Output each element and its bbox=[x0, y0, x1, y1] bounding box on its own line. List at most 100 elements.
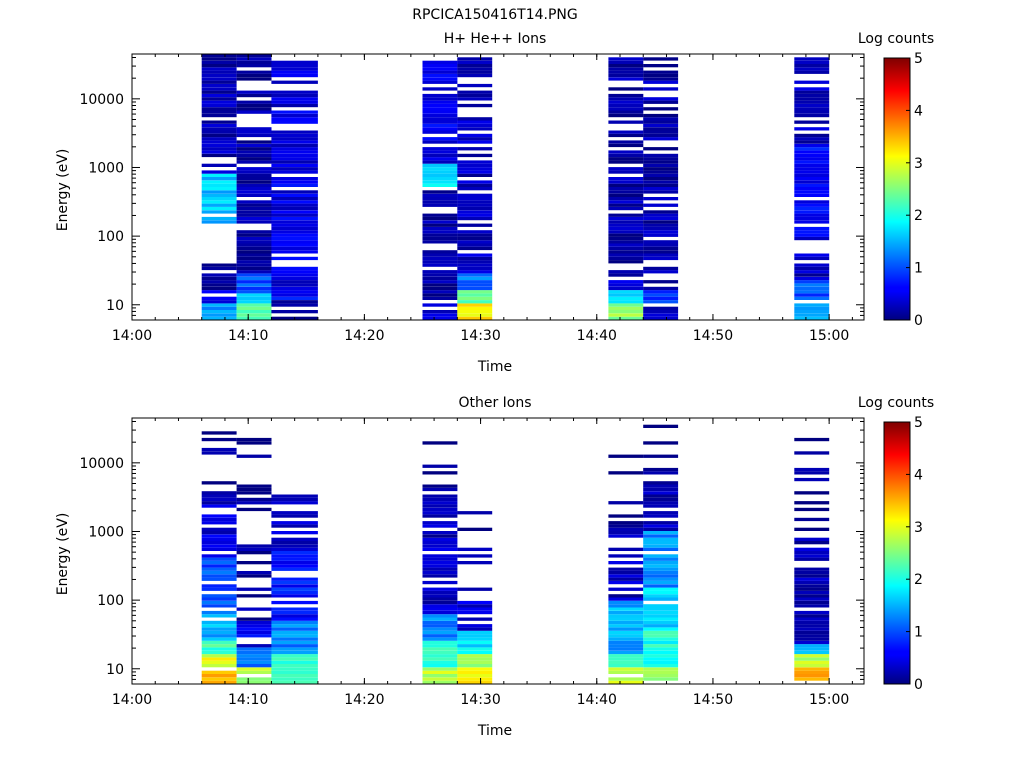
energy-bin bbox=[643, 534, 679, 538]
energy-bin bbox=[643, 97, 679, 101]
energy-bin bbox=[608, 670, 644, 674]
energy-bin bbox=[794, 624, 830, 628]
plot-frame bbox=[131, 53, 865, 321]
colorbar-tick-label: 1 bbox=[914, 625, 923, 641]
energy-bin bbox=[422, 290, 458, 294]
energy-bin bbox=[271, 64, 318, 68]
y-tick-label: 100 bbox=[97, 229, 124, 245]
energy-bin bbox=[794, 594, 830, 598]
energy-bin bbox=[457, 193, 493, 197]
energy-bin bbox=[608, 77, 644, 81]
energy-bin bbox=[271, 210, 318, 214]
energy-bin bbox=[794, 551, 830, 555]
energy-bin bbox=[457, 266, 493, 271]
energy-bin bbox=[236, 306, 272, 310]
energy-bin bbox=[422, 223, 458, 227]
energy-bin bbox=[643, 157, 679, 161]
energy-bin bbox=[794, 113, 830, 118]
energy-bin bbox=[236, 310, 272, 314]
energy-bin bbox=[422, 667, 458, 671]
energy-bin bbox=[422, 634, 458, 638]
energy-bin bbox=[457, 561, 493, 565]
energy-bin bbox=[608, 67, 644, 71]
energy-bin bbox=[422, 507, 458, 512]
energy-bin bbox=[201, 110, 237, 114]
energy-bin bbox=[608, 203, 644, 207]
energy-bin bbox=[201, 283, 237, 287]
energy-bin bbox=[201, 637, 237, 641]
energy-bin bbox=[422, 557, 458, 561]
energy-bin bbox=[794, 120, 830, 124]
plot-frame bbox=[131, 417, 865, 685]
energy-bin bbox=[271, 230, 318, 234]
energy-bin bbox=[794, 67, 830, 71]
energy-bin bbox=[643, 170, 679, 174]
colorbar-tick-label: 1 bbox=[914, 261, 923, 277]
energy-bin bbox=[608, 604, 644, 608]
energy-bin bbox=[794, 80, 830, 84]
energy-bin bbox=[201, 531, 237, 535]
energy-bin bbox=[794, 634, 830, 638]
energy-bin bbox=[201, 303, 237, 307]
energy-bin bbox=[457, 607, 493, 611]
energy-bin bbox=[271, 561, 318, 565]
energy-bin bbox=[608, 230, 644, 234]
energy-bin bbox=[608, 70, 644, 74]
energy-bin bbox=[608, 607, 644, 611]
energy-bin bbox=[271, 170, 318, 174]
energy-bin bbox=[643, 670, 679, 674]
energy-bin bbox=[236, 551, 272, 555]
energy-bin bbox=[794, 306, 830, 310]
y-tick-label: 10000 bbox=[79, 92, 124, 108]
energy-bin bbox=[271, 183, 318, 187]
energy-bin bbox=[201, 431, 237, 435]
x-tick-label: 15:00 bbox=[809, 692, 849, 708]
energy-bin bbox=[271, 557, 318, 561]
energy-bin bbox=[201, 574, 237, 578]
spectrogram-column bbox=[236, 437, 272, 684]
energy-bin bbox=[271, 524, 318, 528]
energy-bin bbox=[643, 160, 679, 164]
energy-bin bbox=[271, 133, 318, 138]
energy-bin bbox=[271, 143, 318, 148]
panel-other-ions: Other Ions Log counts Energy (eV) Time 1… bbox=[55, 395, 934, 739]
energy-bin bbox=[201, 584, 237, 588]
energy-bin bbox=[236, 203, 272, 207]
energy-bin bbox=[422, 614, 458, 618]
energy-bin bbox=[201, 597, 237, 601]
energy-bin bbox=[236, 60, 272, 64]
energy-bin bbox=[422, 597, 458, 601]
energy-bin bbox=[236, 544, 272, 548]
energy-bin bbox=[201, 90, 237, 94]
energy-bin bbox=[643, 544, 679, 548]
energy-bin bbox=[457, 163, 493, 167]
energy-bin bbox=[794, 310, 830, 314]
energy-bin bbox=[236, 290, 272, 294]
energy-bin bbox=[422, 113, 458, 118]
energy-bin bbox=[271, 620, 318, 625]
energy-bin bbox=[422, 283, 458, 287]
colorbar-tick-label: 3 bbox=[914, 520, 923, 536]
energy-bin bbox=[201, 634, 237, 638]
energy-bin bbox=[236, 276, 272, 281]
energy-bin bbox=[236, 246, 272, 251]
energy-bin bbox=[457, 197, 493, 201]
energy-bin bbox=[201, 290, 237, 294]
energy-bin bbox=[457, 647, 493, 651]
energy-bin bbox=[271, 584, 318, 588]
spectrogram-column bbox=[422, 60, 458, 320]
energy-bin bbox=[794, 664, 830, 668]
colorbar-tick-label: 4 bbox=[914, 467, 923, 483]
energy-bin bbox=[271, 226, 318, 231]
energy-bin bbox=[422, 644, 458, 648]
energy-bin bbox=[422, 137, 458, 141]
spectrogram-data bbox=[201, 54, 830, 320]
colorbar-gradient bbox=[883, 57, 911, 321]
energy-bin bbox=[271, 551, 318, 555]
energy-bin bbox=[643, 580, 679, 585]
energy-bin bbox=[271, 160, 318, 164]
energy-bin bbox=[457, 233, 493, 237]
energy-bin bbox=[422, 541, 458, 545]
energy-bin bbox=[608, 113, 644, 118]
energy-bin bbox=[794, 206, 830, 211]
